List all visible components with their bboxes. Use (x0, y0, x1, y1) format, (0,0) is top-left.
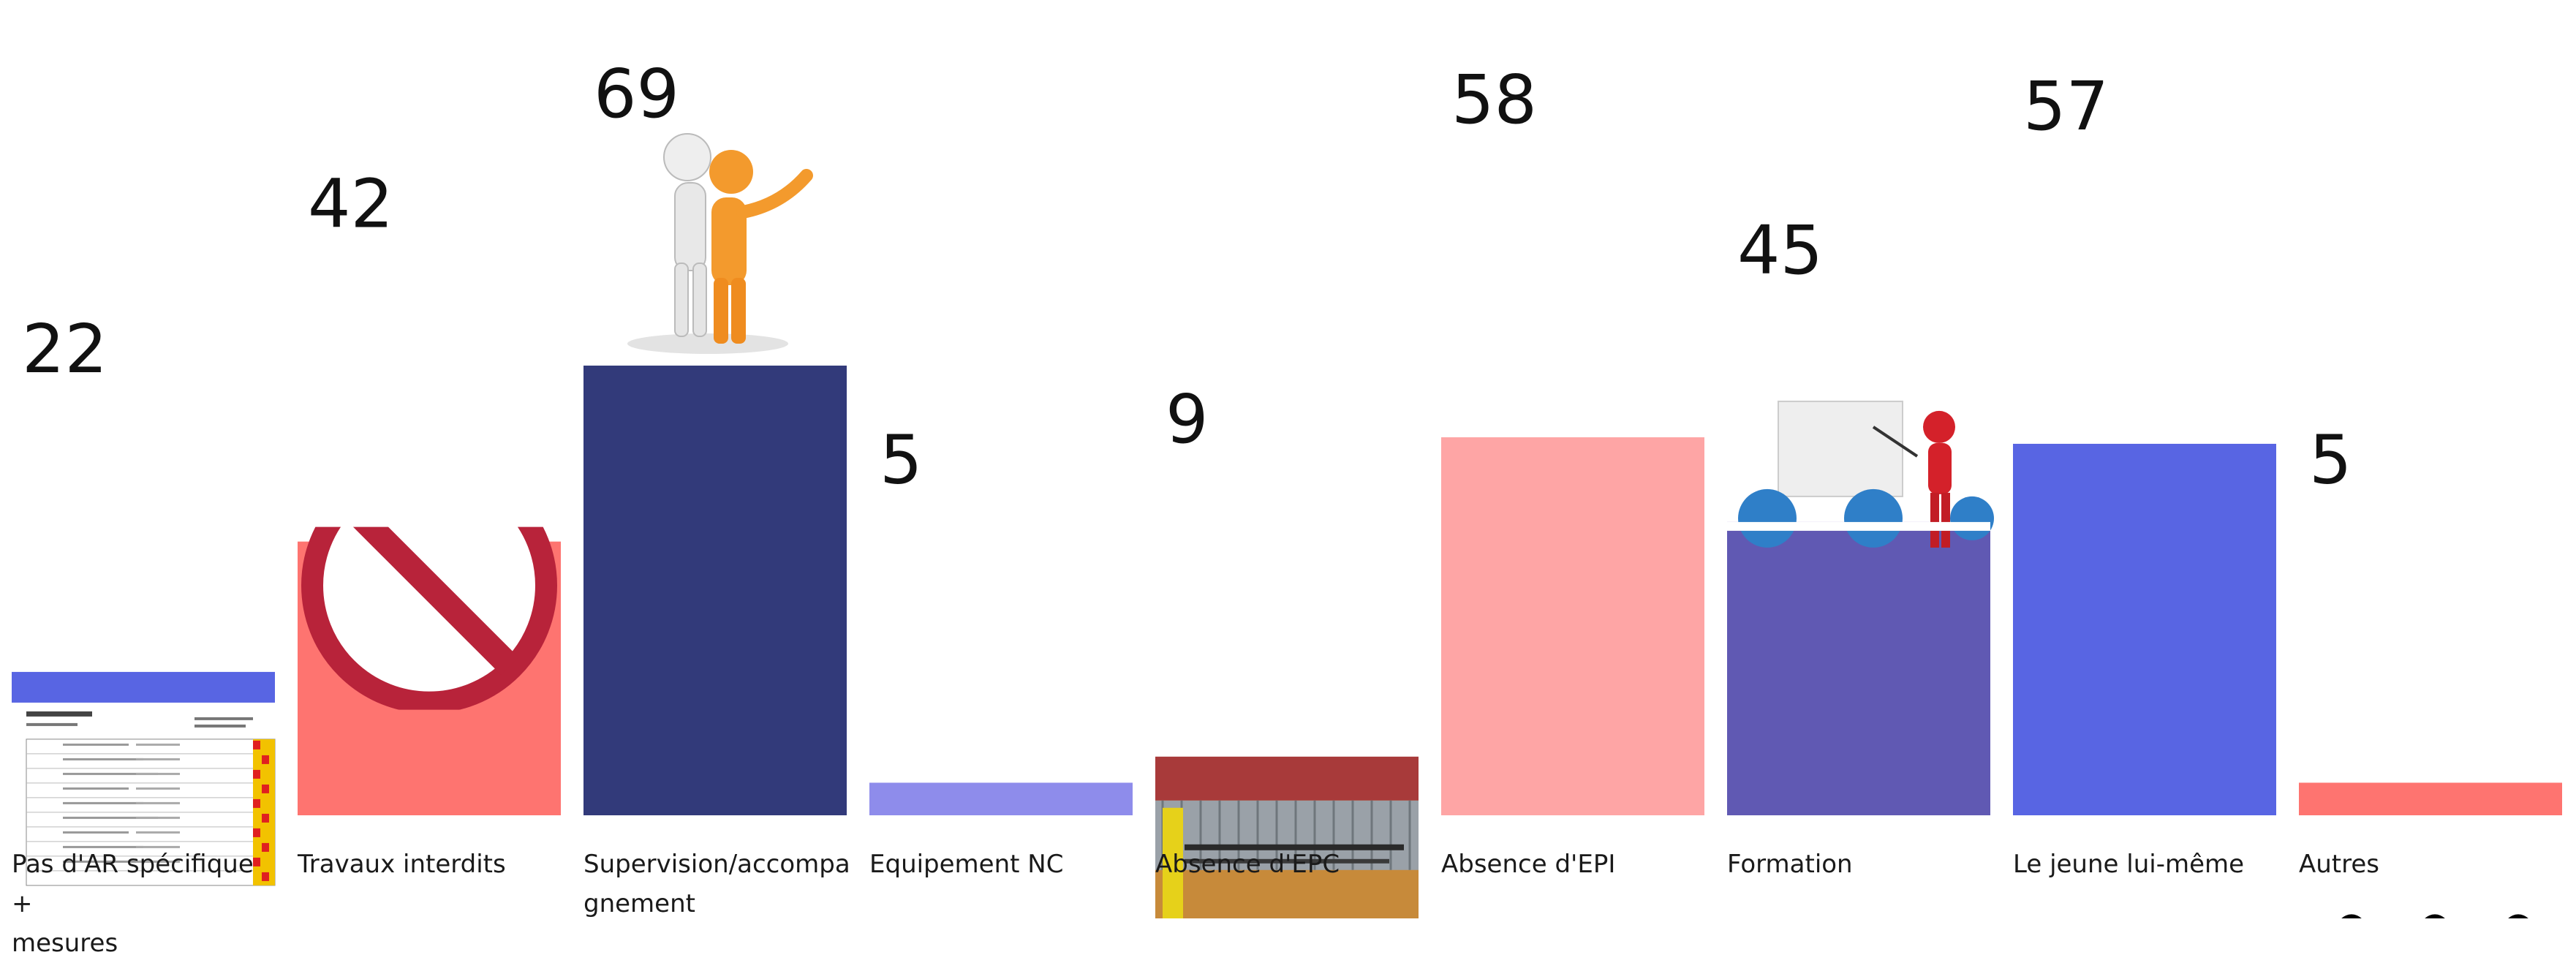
category-label-line: Autres (2299, 850, 2380, 879)
bar (869, 782, 1133, 815)
value-label: 42 (308, 165, 393, 243)
value-labels-group: 22 42 69 5 9 58 45 57 5 (22, 55, 2352, 499)
category-label-line: Pas d'AR spécifique + (12, 850, 254, 918)
category-label-line: Le jeune lui-même (2013, 850, 2245, 879)
category-label: Formation (1727, 845, 1998, 884)
category-label: Le jeune lui-même (2013, 845, 2284, 884)
category-label-line: mesures (12, 929, 118, 958)
category-label-line: Equipement NC (869, 850, 1064, 879)
category-label: Equipement NC (869, 845, 1140, 884)
value-label: 45 (1737, 211, 1823, 290)
category-label-line: Absence d'EPI (1441, 850, 1616, 879)
category-label-line: gnement (583, 889, 695, 918)
value-label: 57 (2023, 67, 2109, 146)
risk-assessment-table-image (12, 702, 276, 889)
value-label: 69 (594, 55, 679, 133)
category-label: Travaux interdits (298, 845, 568, 884)
safety-barrier-photo (1155, 800, 1419, 918)
supervising-figures-image (627, 133, 813, 354)
bar (1441, 437, 1704, 815)
category-label-line: Supervision/accompa (583, 850, 850, 879)
bar (2299, 782, 2562, 815)
value-label: 9 (1166, 380, 1209, 458)
ellipsis-dots-image (2341, 914, 2528, 918)
category-label-line: Absence d'EPC (1155, 850, 1340, 879)
value-label: 58 (1451, 61, 1537, 139)
category-label: Pas d'AR spécifique + mesures (12, 845, 282, 963)
value-label: 5 (880, 420, 923, 499)
category-label: Supervision/accompa gnement (583, 845, 854, 924)
category-label-line: Travaux interdits (298, 850, 506, 879)
illustrations-group (12, 133, 2528, 918)
bar (1727, 521, 1990, 815)
bar-chart: 22 42 69 5 9 58 45 57 5 (12, 55, 2562, 918)
value-label: 22 (22, 310, 107, 388)
category-label: Autres (2299, 845, 2569, 884)
value-label: 5 (2309, 420, 2352, 499)
prohibited-sign-image (301, 526, 557, 710)
bar (2013, 443, 2276, 815)
category-label-line: Formation (1727, 850, 1853, 879)
training-presentation-image (1727, 400, 1994, 548)
bar (583, 366, 847, 815)
category-label: Absence d'EPC (1155, 845, 1426, 884)
category-label: Absence d'EPI (1441, 845, 1712, 884)
